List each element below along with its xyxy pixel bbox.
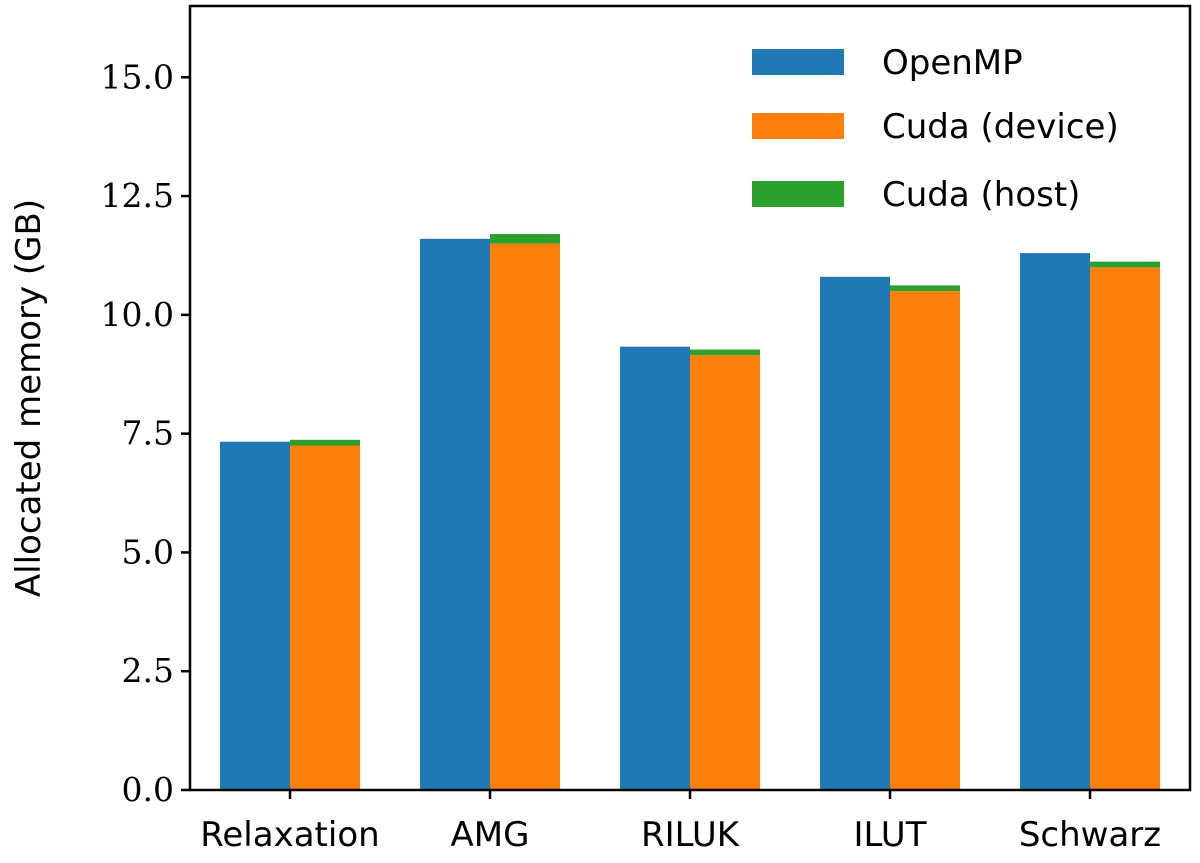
legend-swatch (752, 49, 844, 75)
legend-label: OpenMP (882, 43, 1023, 83)
bar-cuda-host (1090, 261, 1160, 268)
bar-openmp (1020, 253, 1090, 790)
bar-cuda-device (490, 243, 560, 791)
bar-openmp (820, 276, 890, 790)
bar-openmp (420, 238, 490, 791)
y-axis-title: Allocated memory (GB) (9, 199, 49, 597)
y-tick-label: 0.0 (122, 770, 174, 809)
bar-cuda-device (890, 291, 960, 790)
y-tick-label: 7.5 (122, 414, 174, 453)
bars-group (220, 234, 1160, 791)
legend-label: Cuda (host) (882, 175, 1080, 215)
y-axis-ticks: 0.0 2.5 5.0 7.5 10.0 12.5 15.0 (101, 57, 190, 809)
bar-cuda-host (290, 439, 360, 446)
x-tick-label: ILUT (854, 815, 927, 855)
x-tick-label: Relaxation (200, 815, 379, 855)
bar-cuda-device (1090, 267, 1160, 790)
y-tick-label: 5.0 (122, 532, 174, 571)
legend-swatch (752, 113, 844, 139)
x-tick-label: Schwarz (1019, 815, 1161, 855)
legend: OpenMP Cuda (device) Cuda (host) (752, 43, 1119, 215)
legend-swatch (752, 181, 844, 207)
plot-frame (188, 4, 1192, 792)
y-tick-label: 15.0 (101, 57, 174, 96)
x-tick-label: AMG (451, 815, 530, 855)
bar-cuda-device (290, 445, 360, 790)
bar-openmp (620, 346, 690, 790)
bar-cuda-host (890, 285, 960, 292)
y-tick-label: 10.0 (101, 295, 174, 334)
legend-label: Cuda (device) (882, 107, 1119, 147)
bar-cuda-host (690, 349, 760, 356)
x-axis-ticks: Relaxation AMG RILUK ILUT Schwarz (200, 790, 1161, 855)
x-tick-label: RILUK (641, 815, 741, 855)
bar-cuda-host (490, 234, 560, 244)
bar-cuda-device (690, 355, 760, 790)
y-tick-label: 2.5 (122, 651, 174, 690)
y-tick-label: 12.5 (101, 176, 174, 215)
bar-openmp (220, 441, 290, 790)
